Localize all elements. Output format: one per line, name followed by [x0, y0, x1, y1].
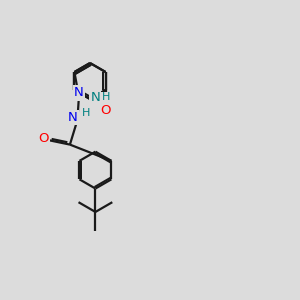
Text: O: O: [39, 132, 49, 146]
Text: H: H: [102, 92, 111, 103]
Text: O: O: [100, 104, 111, 118]
Text: N: N: [68, 111, 78, 124]
Text: H: H: [82, 108, 90, 118]
Text: N: N: [74, 86, 84, 100]
Text: N: N: [91, 91, 100, 104]
